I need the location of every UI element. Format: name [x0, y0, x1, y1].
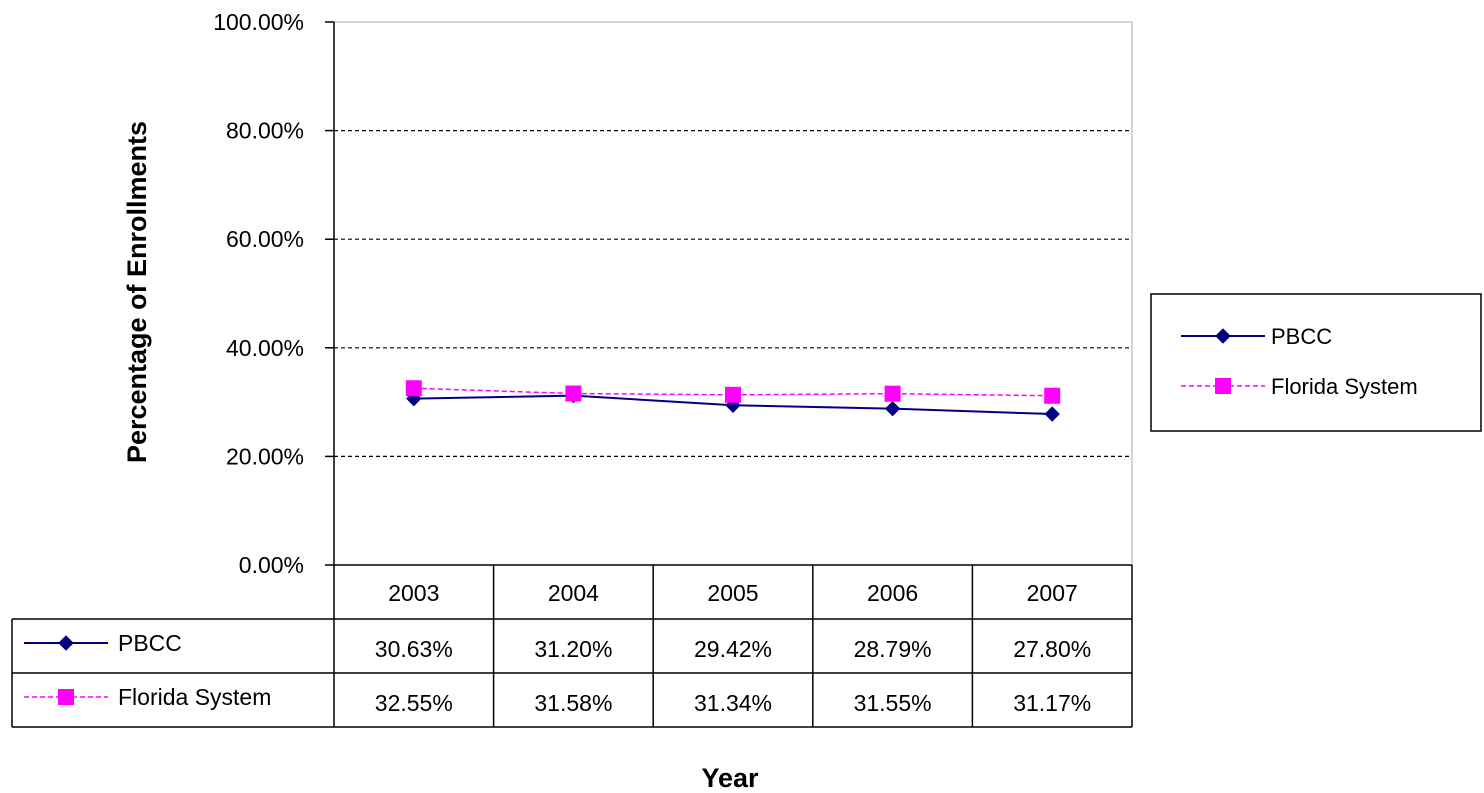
data-point — [405, 380, 422, 397]
series-florida-system — [405, 380, 1061, 404]
data-point — [1044, 406, 1060, 422]
data-point — [884, 400, 901, 417]
x-tick-label: 2006 — [867, 580, 918, 606]
table-cell: 32.55% — [375, 690, 453, 716]
y-tick-label: 0.00% — [239, 552, 304, 578]
x-tick-label: 2005 — [707, 580, 758, 606]
y-axis-title: Percentage of Enrollments — [122, 121, 152, 463]
legend-key-marker — [1215, 328, 1231, 344]
plot-area — [333, 22, 1133, 565]
table-cell: 31.17% — [1013, 690, 1091, 716]
y-axis-ticks: 0.00% 20.00% 40.00% 60.00% 80.00% 100.00% — [213, 9, 334, 578]
data-point — [565, 385, 582, 402]
x-tick-label: 2004 — [548, 580, 599, 606]
table-legend-key-marker — [58, 635, 74, 651]
data-table: 2003 2004 2005 2006 2007 PBCC 30.63% 31.20% 29.4… — [11, 564, 1133, 728]
legend-box — [1150, 293, 1482, 432]
gridlines — [334, 21, 1132, 457]
table-cell: 31.34% — [694, 690, 772, 716]
y-tick-label: 20.00% — [226, 443, 304, 469]
series-line — [413, 387, 1053, 397]
series-lines — [405, 380, 1061, 422]
data-point — [725, 386, 741, 403]
legend-key-marker — [1215, 378, 1231, 394]
data-point — [1044, 387, 1061, 404]
table-cell: 28.79% — [854, 636, 932, 662]
table-row-header: PBCC — [118, 630, 182, 656]
table-cell: 31.55% — [854, 690, 932, 716]
x-tick-label: 2007 — [1027, 580, 1078, 606]
table-cell: 27.80% — [1013, 636, 1091, 662]
table-legend-key-marker — [58, 689, 74, 705]
data-point — [884, 385, 901, 402]
table-cell: 30.63% — [375, 636, 453, 662]
x-axis-title: Year — [701, 763, 759, 793]
legend: PBCC Florida System — [1150, 293, 1482, 432]
x-tick-label: 2003 — [388, 580, 439, 606]
y-tick-label: 100.00% — [213, 9, 304, 35]
legend-entry: Florida System — [1271, 374, 1418, 399]
table-row-header: Florida System — [118, 684, 271, 710]
table-cell: 31.20% — [534, 636, 612, 662]
legend-entry: PBCC — [1271, 324, 1332, 349]
y-tick-label: 40.00% — [226, 335, 304, 361]
table-cell: 31.58% — [534, 690, 612, 716]
table-cell: 29.42% — [694, 636, 772, 662]
y-tick-label: 60.00% — [226, 226, 304, 252]
y-tick-label: 80.00% — [226, 118, 304, 144]
